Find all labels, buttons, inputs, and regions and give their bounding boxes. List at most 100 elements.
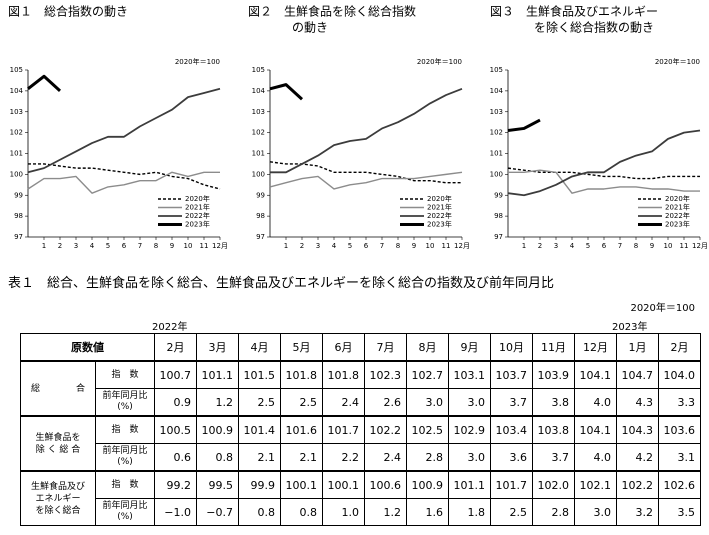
y-tick-label: 104 (490, 87, 504, 95)
value-cell: 100.9 (406, 470, 449, 499)
y-tick-label: 103 (490, 108, 503, 116)
month: 1月 (616, 333, 659, 362)
legend-label: 2023年 (665, 220, 690, 229)
data-row: 総 合指 数 100.7 101.1 101.5 101.8 101.8 102.3 102.… (20, 360, 701, 417)
y-tick-label: 97 (256, 233, 265, 241)
value-cell: 4.0 (574, 388, 617, 417)
y-tick-label: 98 (494, 212, 503, 220)
value-cell: 3.3 (658, 388, 701, 417)
x-tick-label: 10 (426, 242, 435, 250)
value-cell: 101.5 (238, 360, 281, 389)
y-tick-label: 97 (494, 233, 503, 241)
series-line (508, 169, 700, 194)
cell-line: 前年同月比 (102, 446, 148, 456)
value-cell: 100.6 (364, 470, 407, 499)
x-tick-label: 11 (680, 242, 689, 250)
chart-title: を除く総合指数の動き (534, 20, 654, 35)
data-row: 生鮮食品を除 く 総 合 指 数 100.5 100.9 101.4 101.6 101.7… (20, 415, 701, 472)
x-tick-label: 2 (300, 242, 304, 250)
y-tick-label: 100 (252, 170, 265, 178)
value-cell: 2.8 (532, 498, 575, 526)
x-tick-label: 5 (586, 242, 590, 250)
value-cell: 100.7 (154, 360, 197, 389)
value-cell: 1.8 (448, 498, 491, 526)
value-cell: 3.0 (448, 443, 491, 472)
x-tick-label: 6 (602, 242, 607, 250)
value-cell: 103.4 (490, 415, 533, 444)
y-tick-label: 101 (490, 150, 503, 158)
value-cell: 101.4 (238, 415, 281, 444)
value-cell: 0.6 (154, 443, 197, 472)
cell-line: 前年同月比 (102, 501, 148, 511)
y-tick-label: 101 (252, 150, 265, 158)
x-tick-label: 4 (570, 242, 575, 250)
x-tick-label: 1 (42, 242, 46, 250)
legend-label: 2022年 (665, 211, 690, 220)
y-tick-label: 100 (490, 170, 503, 178)
cell-line: 生鮮食品及び (30, 481, 85, 492)
chart-note: 2020年＝100 (417, 57, 462, 66)
cell-line: (%) (117, 457, 133, 467)
value-cell: 102.9 (448, 415, 491, 444)
x-tick-label: 8 (154, 242, 158, 250)
cell-line: 前年同月比 (102, 391, 148, 401)
value-cell: 104.1 (574, 360, 617, 389)
cell-line: 指 数 (111, 424, 139, 435)
cell-line: 総 合 (30, 383, 85, 394)
chart-title: の動き (292, 21, 328, 35)
value-cell: 101.8 (322, 360, 365, 389)
value-cell: 1.0 (322, 498, 365, 526)
series-line (27, 87, 221, 174)
legend-label: 2022年 (427, 211, 452, 220)
row-label: 前年同月比 (%) (95, 388, 155, 417)
value-cell: 3.0 (406, 388, 449, 417)
data-row: 生鮮食品及び エネルギー を除く総合指 数 99.2 99.5 99.9 100.1 100.… (20, 470, 701, 526)
value-cell: 102.2 (616, 470, 659, 499)
y-tick-label: 103 (252, 108, 265, 116)
value-cell: 100.1 (322, 470, 365, 499)
value-cell: 3.2 (616, 498, 659, 526)
value-cell: 103.7 (490, 360, 533, 389)
y-tick-label: 103 (10, 108, 23, 116)
x-tick-label: 5 (348, 242, 352, 250)
x-tick-label: 7 (618, 242, 622, 250)
value-cell: 3.8 (532, 388, 575, 417)
value-cell: 3.7 (532, 443, 575, 472)
value-cell: 99.9 (238, 470, 281, 499)
x-tick-label: 2 (58, 242, 62, 250)
x-tick-label: 8 (634, 242, 638, 250)
value-cell: 99.2 (154, 470, 197, 499)
x-tick-label: 12月 (454, 242, 470, 250)
value-cell: 101.1 (196, 360, 239, 389)
x-tick-label: 6 (122, 242, 127, 250)
legend-label: 2022年 (185, 211, 210, 220)
value-cell: 101.1 (448, 470, 491, 499)
value-cell: 0.8 (238, 498, 281, 526)
value-cell: 101.7 (322, 415, 365, 444)
value-cell: 3.0 (448, 388, 491, 417)
year-label: 2022年 (152, 322, 188, 333)
value-cell: 104.7 (616, 360, 659, 389)
cell-line: (%) (117, 402, 133, 412)
corner: 原数値 (20, 333, 155, 362)
series-line (269, 83, 304, 101)
legend-label: 2023年 (185, 220, 210, 229)
chart-title: 図２ 生鮮食品を除く総合指数 (248, 4, 416, 19)
x-tick-label: 4 (90, 242, 95, 250)
value-cell: 4.2 (616, 443, 659, 472)
month: 6月 (322, 333, 365, 362)
value-cell: 103.1 (448, 360, 491, 389)
value-cell: 102.2 (364, 415, 407, 444)
cell-line: 指 数 (111, 369, 139, 380)
value-cell: 99.5 (196, 470, 239, 499)
legend-label: 2023年 (427, 220, 452, 229)
value-cell: 3.6 (490, 443, 533, 472)
month: 2月 (154, 333, 197, 362)
cell-line: (%) (117, 512, 133, 522)
value-cell: 2.1 (280, 443, 323, 472)
value-cell: 1.6 (406, 498, 449, 526)
y-tick-label: 102 (252, 129, 265, 137)
value-cell: 103.6 (658, 415, 701, 444)
y-tick-label: 104 (252, 87, 266, 95)
